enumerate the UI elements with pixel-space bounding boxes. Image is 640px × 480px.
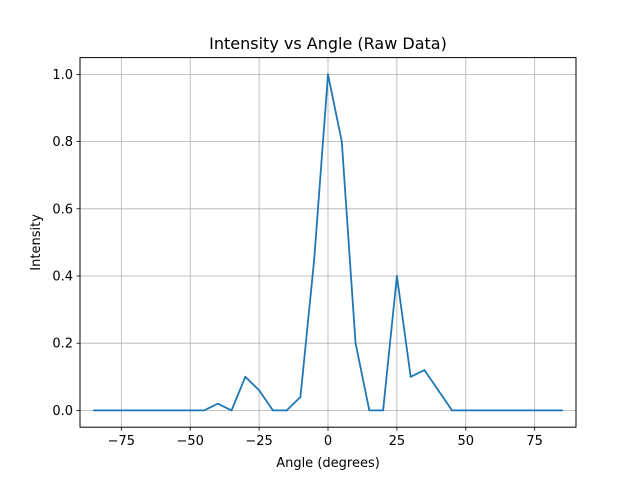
data-point bbox=[533, 409, 536, 412]
x-tick-label: 75 bbox=[526, 434, 543, 449]
data-point bbox=[299, 396, 302, 398]
y-tick-label: 0.0 bbox=[52, 404, 73, 419]
data-point bbox=[506, 409, 509, 412]
data-point bbox=[147, 409, 150, 412]
data-point bbox=[271, 409, 274, 412]
data-point bbox=[382, 409, 385, 412]
x-tick-label: 25 bbox=[389, 434, 406, 449]
data-point bbox=[368, 409, 371, 412]
data-point bbox=[561, 409, 564, 412]
x-tick-label: −25 bbox=[245, 434, 272, 449]
x-tick-label: −50 bbox=[177, 434, 204, 449]
data-point bbox=[161, 409, 164, 412]
data-point bbox=[203, 409, 205, 412]
data-point bbox=[258, 389, 261, 392]
data-point bbox=[492, 409, 495, 412]
y-tick-label: 1.0 bbox=[52, 68, 73, 83]
data-point bbox=[354, 342, 357, 345]
data-point bbox=[230, 409, 233, 412]
data-point bbox=[464, 409, 467, 412]
chart-title: Intensity vs Angle (Raw Data) bbox=[209, 34, 447, 53]
data-point bbox=[134, 409, 137, 412]
data-point bbox=[423, 369, 426, 371]
data-point bbox=[519, 409, 522, 412]
data-point bbox=[409, 375, 412, 378]
data-point bbox=[340, 140, 343, 143]
data-point bbox=[216, 402, 219, 405]
y-tick-label: 0.6 bbox=[52, 202, 73, 217]
x-tick-label: 0 bbox=[324, 434, 332, 449]
data-point bbox=[106, 409, 109, 412]
series-layer bbox=[92, 73, 564, 412]
data-point bbox=[478, 409, 481, 412]
data-point bbox=[437, 389, 440, 392]
y-axis-label: Intensity bbox=[29, 214, 44, 271]
data-point bbox=[395, 275, 398, 277]
x-tick-label: −75 bbox=[108, 434, 135, 449]
x-axis: −75 −50 −25 0 25 50 75 bbox=[108, 427, 543, 449]
data-point bbox=[189, 409, 192, 412]
x-tick-label: 50 bbox=[458, 434, 475, 449]
data-point bbox=[313, 258, 316, 261]
y-tick-label: 0.8 bbox=[52, 135, 73, 150]
data-point bbox=[120, 409, 123, 412]
data-point bbox=[244, 375, 247, 378]
y-tick-label: 0.2 bbox=[52, 337, 73, 352]
x-axis-label: Angle (degrees) bbox=[276, 456, 380, 471]
y-tick-label: 0.4 bbox=[52, 270, 73, 285]
data-point bbox=[92, 409, 95, 412]
y-axis: 0.0 0.2 0.4 0.6 0.8 1.0 bbox=[52, 68, 80, 419]
data-point bbox=[547, 409, 550, 412]
data-point bbox=[451, 409, 453, 412]
data-point bbox=[175, 409, 178, 412]
data-point bbox=[285, 409, 288, 412]
data-point bbox=[327, 73, 329, 76]
